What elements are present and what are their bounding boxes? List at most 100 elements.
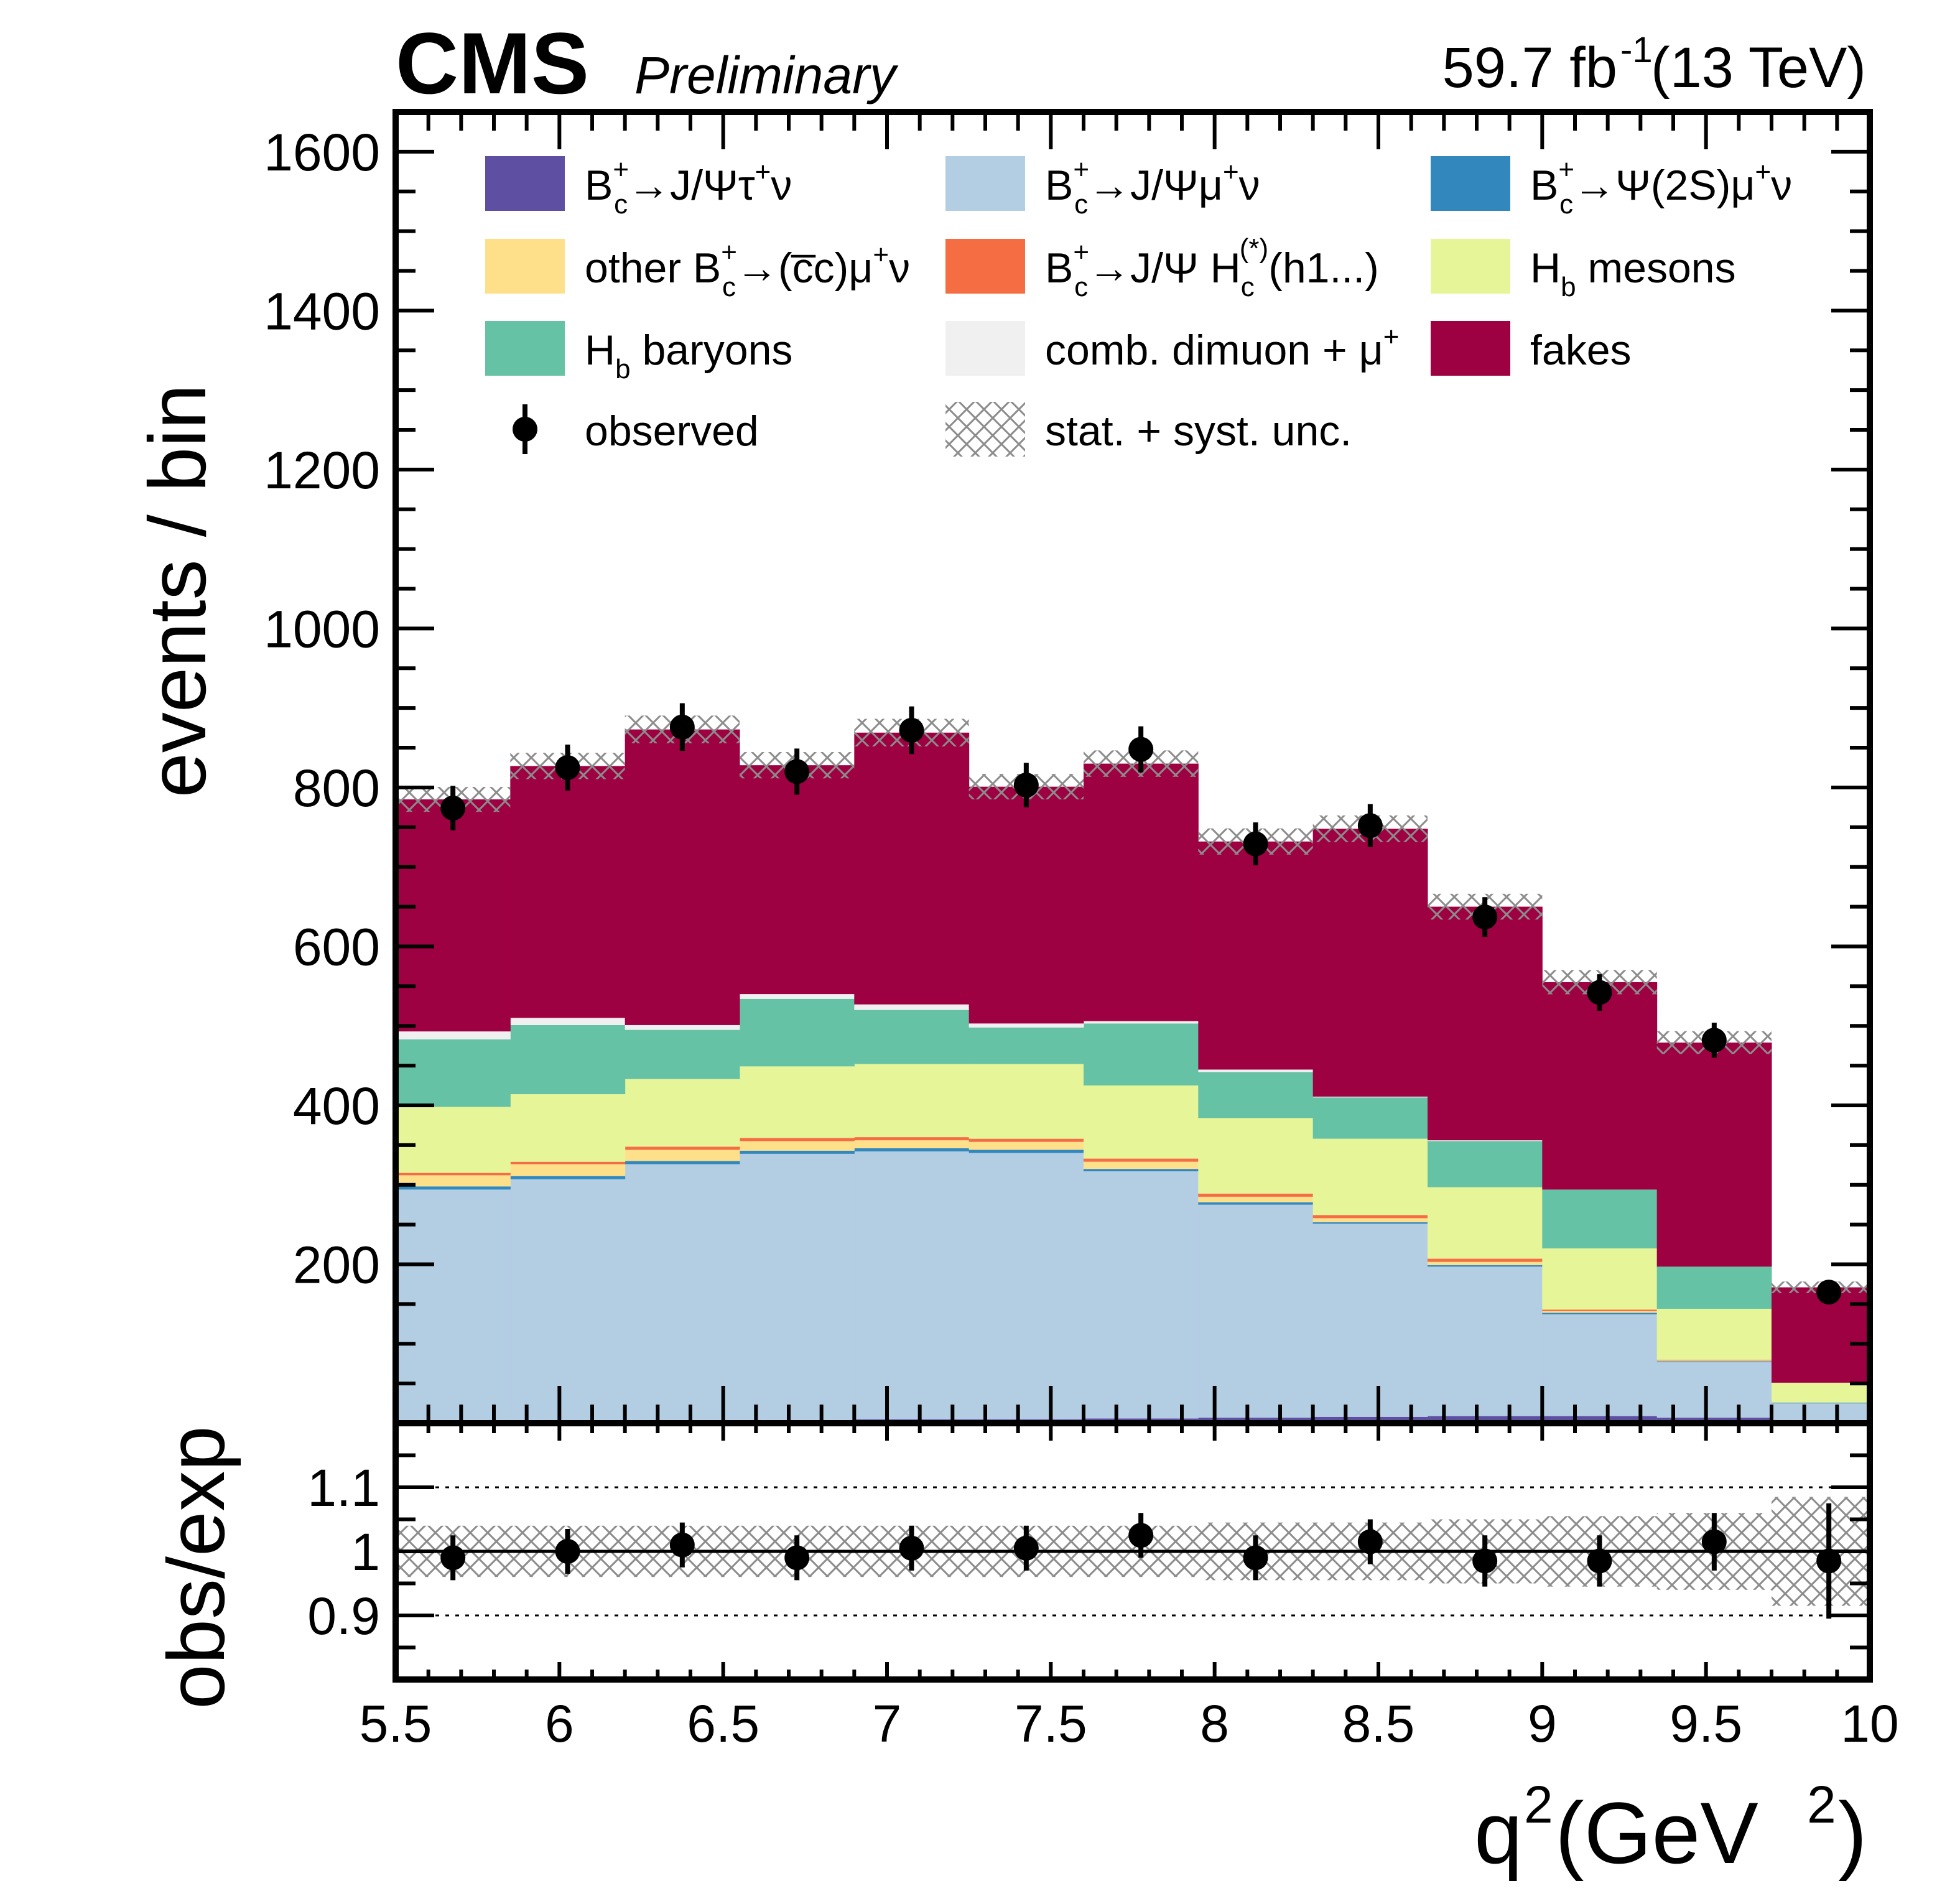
bar-s2-b0 (396, 1186, 511, 1190)
bar-s3-b3 (740, 1141, 855, 1151)
obs-point-11 (1701, 1028, 1727, 1053)
obs-point-7 (1243, 831, 1268, 857)
bar-s8-b11 (1656, 1043, 1772, 1267)
bar-s8-b6 (1084, 763, 1199, 1021)
bar-s3-b10 (1542, 1311, 1658, 1313)
xtick-label-1: 6 (545, 1694, 574, 1753)
xtick-label-9: 10 (1841, 1694, 1898, 1753)
main-ytick-label-2: 600 (293, 918, 380, 976)
ratio-ytick-label-2: 1.1 (307, 1459, 380, 1517)
bar-s2-b10 (1542, 1313, 1658, 1314)
bar-s2-b11 (1656, 1361, 1772, 1362)
bar-s5-b5 (968, 1064, 1084, 1139)
legend-swatch-3 (485, 239, 565, 294)
bar-s6-b5 (968, 1027, 1084, 1064)
main-y-axis-label: events / bin (132, 384, 223, 798)
bar-s8-b8 (1312, 829, 1428, 1097)
lumi-label: 59.7 fb -1 (13 TeV) (1442, 30, 1866, 100)
bar-s3-b11 (1656, 1360, 1772, 1362)
legend-swatch-5 (1431, 239, 1510, 294)
bar-s2-b3 (740, 1150, 855, 1154)
obs-point-8 (1357, 813, 1383, 839)
obs-point-10 (1587, 980, 1612, 1005)
bar-s3-b0 (396, 1175, 511, 1187)
bar-s0-b9 (1428, 1416, 1543, 1423)
lumi-exponent: -1 (1620, 30, 1653, 70)
bar-s1-b7 (1198, 1204, 1314, 1418)
bar-s3-b5 (968, 1141, 1084, 1150)
bar-s1-b11 (1656, 1362, 1772, 1418)
bar-s0-b10 (1542, 1416, 1658, 1423)
bar-s4-b9 (1428, 1258, 1543, 1262)
ratio-point-0 (440, 1545, 466, 1571)
bar-s8-b0 (396, 799, 511, 1032)
cms-label: CMS (396, 14, 589, 112)
bar-s7-b6 (1084, 1021, 1199, 1024)
bar-s3-b9 (1428, 1261, 1543, 1265)
bar-s5-b8 (1312, 1138, 1428, 1215)
x-label-end: ) (1838, 1784, 1867, 1882)
bar-s4-b0 (396, 1173, 511, 1176)
legend-swatch-4 (945, 239, 1025, 294)
bar-s7-b0 (396, 1031, 511, 1039)
bar-s0-b8 (1312, 1416, 1428, 1423)
bar-s6-b8 (1312, 1097, 1428, 1139)
legend-swatch-2 (1431, 156, 1510, 211)
bar-s3-b1 (510, 1164, 626, 1176)
ratio-ytick-label-0: 0.9 (307, 1587, 380, 1645)
bar-s5-b0 (396, 1107, 511, 1173)
ratio-ytick-label-1: 1 (351, 1523, 380, 1581)
bar-s2-b5 (968, 1150, 1084, 1153)
main-ytick-label-5: 1200 (264, 441, 380, 499)
legend-label-0: B+ c→J/Ψτ+ν (585, 154, 792, 220)
stack-7 (396, 994, 1543, 1141)
bar-s1-b12 (1772, 1403, 1870, 1421)
bar-s8-b7 (1198, 841, 1314, 1070)
axis-ticks (394, 112, 1872, 1680)
legend-label-10: stat. + syst. unc. (1045, 407, 1352, 455)
bar-s5-b11 (1656, 1309, 1772, 1360)
bar-s6-b6 (1084, 1023, 1199, 1086)
bar-s2-b9 (1428, 1265, 1543, 1267)
ratio-point-5 (1013, 1535, 1039, 1561)
bar-s1-b2 (625, 1164, 740, 1420)
bar-s1-b3 (740, 1153, 855, 1420)
ratio-point-2 (669, 1532, 695, 1558)
ratio-point-10 (1587, 1548, 1612, 1574)
bar-s3-b2 (625, 1150, 740, 1161)
bar-s2-b4 (854, 1148, 970, 1152)
bar-s1-b9 (1428, 1266, 1543, 1416)
bar-s8-b3 (740, 765, 855, 995)
bar-s8-b1 (510, 766, 626, 1018)
x-label-sup1: 2 (1524, 1775, 1553, 1834)
legend-swatch-0 (485, 156, 565, 211)
bar-s8-b10 (1542, 982, 1658, 1190)
bar-s4-b3 (740, 1138, 855, 1141)
legend-marker-9 (513, 417, 537, 442)
stack-6 (396, 998, 1772, 1309)
bar-s4-b8 (1312, 1215, 1428, 1219)
obs-point-1 (555, 755, 580, 780)
bar-s6-b4 (854, 1010, 970, 1064)
bar-s4-b5 (968, 1138, 1084, 1142)
axis-tick-labels: 200 400 600 800 1000 1200 1400 1600 0.9 1 1.1 5.5 6 6… (264, 123, 1899, 1753)
bar-s5-b2 (625, 1079, 740, 1147)
bar-s6-b7 (1198, 1072, 1314, 1118)
bar-s4-b1 (510, 1161, 626, 1164)
bar-s1-b6 (1084, 1171, 1199, 1419)
legend-label-1: B+ c→J/Ψμ+ν (1045, 154, 1260, 220)
bar-s4-b4 (854, 1137, 970, 1141)
main-ytick-label-4: 1000 (264, 600, 380, 658)
legend-entry-1: B+ c→J/Ψμ+ν (945, 154, 1260, 220)
bar-s3-b6 (1084, 1161, 1199, 1169)
bar-s4-b7 (1198, 1193, 1314, 1197)
bar-s1-b8 (1312, 1224, 1428, 1417)
bar-s7-b2 (625, 1024, 740, 1030)
legend-label-7: comb. dimuon + μ+ (1045, 322, 1399, 374)
legend-swatch-6 (485, 321, 565, 376)
bar-s7-b9 (1428, 1140, 1543, 1141)
legend-swatch-8 (1431, 321, 1510, 376)
preliminary-label: Preliminary (634, 46, 899, 105)
main-ytick-label-6: 1400 (264, 282, 380, 340)
xtick-label-0: 5.5 (360, 1694, 432, 1753)
